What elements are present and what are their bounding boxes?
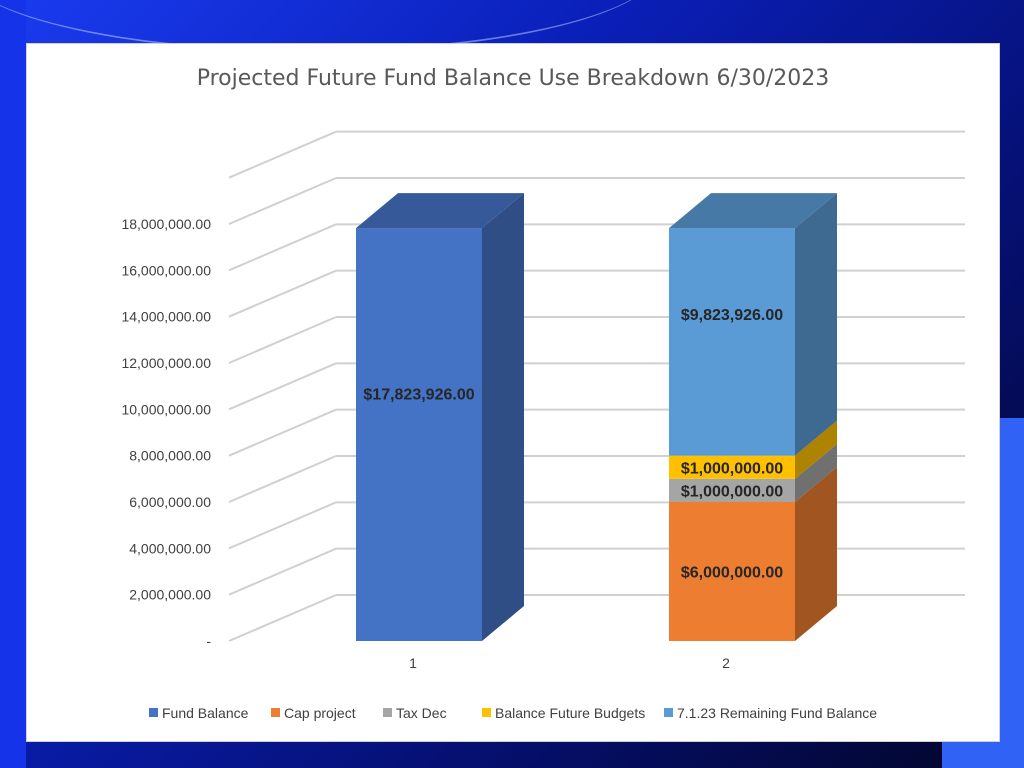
- chart-canvas: Projected Future Fund Balance Use Breakd…: [121, 66, 965, 721]
- legend-label-fund_balance: Fund Balance: [162, 705, 249, 721]
- gridline-depth: [228, 547, 337, 596]
- legend-label-cap_project: Cap project: [284, 705, 356, 721]
- gridlines: [228, 130, 965, 642]
- y-tick-label: 6,000,000.00: [129, 494, 211, 510]
- bar-side-remaining_fund_balance: [795, 193, 837, 456]
- gridline-depth: [228, 408, 337, 457]
- bar-side-tax_dec: [795, 443, 837, 502]
- bar-side-cap_project: [795, 467, 837, 641]
- legend: Fund Balance Cap project Tax Dec Balance Fu…: [149, 705, 877, 721]
- gridline-depth: [228, 316, 337, 364]
- gridline-depth: [228, 177, 337, 225]
- legend-swatch-remaining_fund_balance: [664, 708, 673, 717]
- legend-label-balance_future_budgets: Balance Future Budgets: [495, 705, 645, 721]
- x-category-label: 1: [409, 655, 417, 671]
- bar-fund_balance: [356, 228, 482, 641]
- bar-remaining_fund_balance: [669, 228, 795, 456]
- legend-swatch-cap_project: [271, 708, 280, 717]
- y-tick-label: 10,000,000.00: [121, 401, 211, 417]
- legend-swatch-balance_future_budgets: [482, 708, 491, 717]
- x-category-label: 2: [722, 655, 730, 671]
- y-tick-label: 4,000,000.00: [129, 540, 211, 556]
- legend-label-tax_dec: Tax Dec: [396, 705, 447, 721]
- chart-area: Projected Future Fund Balance Use Breakd…: [26, 43, 1000, 742]
- data-label-balance_future_budgets: $1,000,000.00: [681, 460, 783, 477]
- data-label-tax_dec: $1,000,000.00: [681, 483, 783, 500]
- data-label-remaining_fund_balance: $9,823,926.00: [681, 307, 783, 324]
- gridline-depth: [228, 130, 337, 179]
- gridline-depth: [228, 362, 337, 411]
- bar-side-fund_balance: [482, 193, 524, 641]
- y-tick-label: -: [206, 633, 211, 649]
- gridline-depth: [228, 594, 337, 642]
- gridline-depth: [228, 223, 337, 272]
- y-tick-label: 8,000,000.00: [129, 448, 211, 464]
- bar-balance_future_budgets: [669, 455, 795, 479]
- y-tick-label: 18,000,000.00: [121, 216, 211, 232]
- bar-side-balance_future_budgets: [795, 420, 837, 479]
- bar-top-remaining_fund_balance: [669, 193, 837, 229]
- bar-top-fund_balance: [356, 193, 524, 229]
- y-tick-label: 2,000,000.00: [129, 587, 211, 603]
- slide-left-band: [0, 0, 26, 768]
- legend-label-remaining_fund_balance: 7.1.23 Remaining Fund Balance: [677, 705, 877, 721]
- y-tick-label: 14,000,000.00: [121, 309, 211, 325]
- y-tick-label: 12,000,000.00: [121, 355, 211, 371]
- chart-title: Projected Future Fund Balance Use Breakd…: [197, 66, 830, 91]
- gridline-depth: [228, 501, 337, 550]
- y-tick-label: 16,000,000.00: [121, 262, 211, 278]
- bar-tax_dec: [669, 478, 795, 502]
- data-label-fund_balance: $17,823,926.00: [363, 386, 474, 403]
- gridline-depth: [228, 269, 337, 318]
- bar-cap_project: [669, 502, 795, 641]
- data-labels: $17,823,926.00 $6,000,000.00 $1,000,000.00…: [363, 307, 783, 581]
- legend-swatch-fund_balance: [149, 708, 158, 717]
- gridline-depth: [228, 455, 337, 503]
- y-axis-ticks: - 2,000,000.00 4,000,000.00 6,000,000.00 8,0…: [121, 216, 211, 649]
- data-label-cap_project: $6,000,000.00: [681, 565, 783, 582]
- bars: [356, 193, 837, 641]
- legend-swatch-tax_dec: [383, 708, 392, 717]
